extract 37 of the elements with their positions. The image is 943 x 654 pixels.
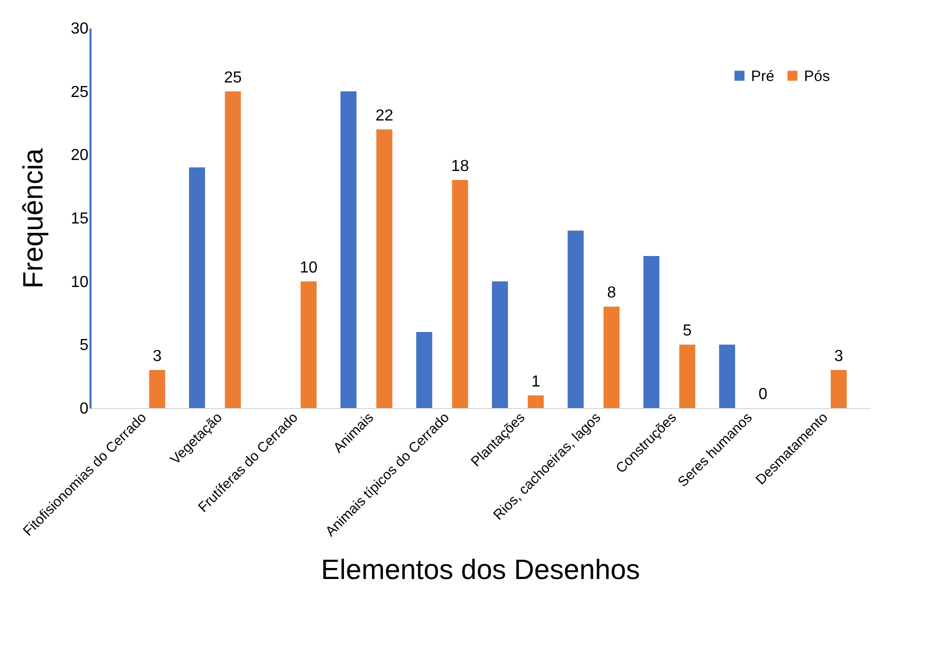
data-label: 0	[758, 386, 768, 403]
x-axis-title: Elementos dos Desenhos	[320, 554, 640, 586]
y-tick-label: 20	[70, 147, 89, 164]
bar	[340, 91, 356, 408]
bar	[300, 281, 317, 408]
y-tick-label: 30	[70, 20, 89, 38]
data-label: 3	[834, 348, 844, 365]
y-tick-label: 25	[70, 84, 89, 101]
y-tick-label: 15	[70, 210, 89, 228]
bar	[452, 180, 468, 408]
bar	[189, 167, 206, 408]
bar	[149, 370, 166, 408]
bar	[224, 91, 241, 408]
legend-label: Pós	[804, 68, 830, 85]
bar	[643, 256, 660, 408]
y-tick-label: 5	[80, 337, 89, 354]
data-label: 8	[607, 284, 616, 302]
data-label: 10	[300, 259, 318, 276]
y-tick-label: 10	[70, 274, 89, 291]
bar	[604, 306, 620, 408]
bar	[492, 281, 508, 408]
bar	[376, 129, 392, 408]
bar	[830, 370, 847, 408]
data-label: 5	[682, 322, 692, 340]
bar	[528, 395, 544, 408]
y-axis-title: Frequência	[18, 148, 49, 289]
bar	[719, 344, 736, 408]
bar	[568, 230, 584, 408]
data-label: 18	[451, 158, 470, 175]
bar	[679, 344, 696, 408]
legend-label: Pré	[751, 68, 774, 85]
y-tick-label: 0	[80, 400, 89, 418]
data-label: 1	[531, 373, 540, 390]
data-label: 22	[375, 107, 394, 124]
data-label: 3	[152, 348, 162, 365]
bar	[416, 332, 432, 408]
data-label: 25	[224, 69, 242, 86]
